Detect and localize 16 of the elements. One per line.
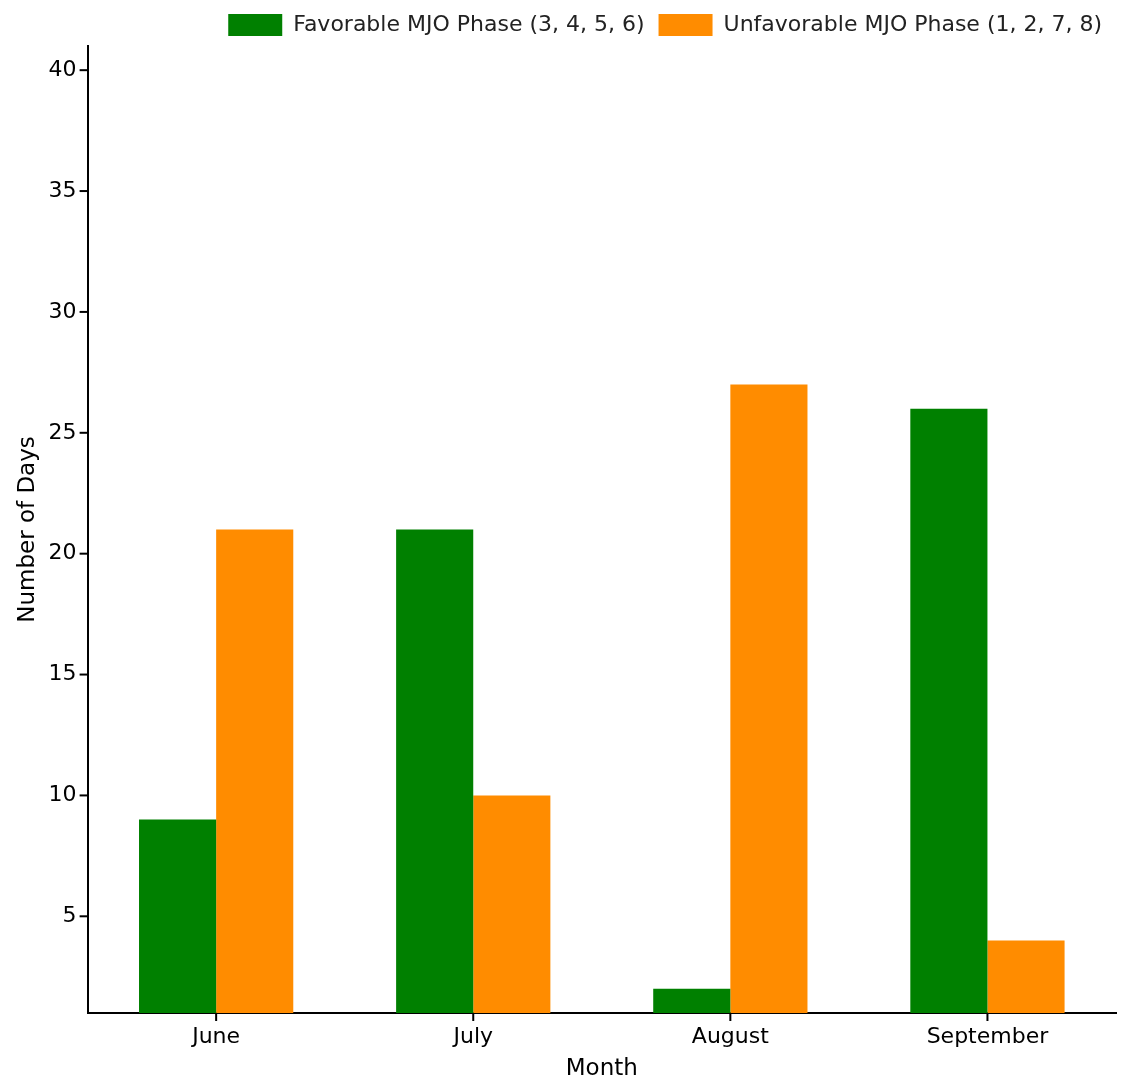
x-tick-label: June: [190, 1022, 241, 1048]
x-axis-title: Month: [565, 1054, 638, 1081]
x-tick-label: September: [926, 1022, 1050, 1048]
legend-label: Favorable MJO Phase (3, 4, 5, 6): [293, 10, 645, 36]
y-tick-label: 30: [48, 297, 77, 323]
y-tick-label: 5: [62, 902, 77, 928]
y-tick-label: 40: [48, 55, 77, 81]
legend-label: Unfavorable MJO Phase (1, 2, 7, 8): [723, 10, 1103, 36]
x-tick-label: August: [691, 1022, 770, 1048]
x-tick-label: July: [451, 1022, 494, 1048]
y-tick-label: 10: [48, 781, 77, 807]
y-tick-label: 20: [48, 539, 77, 565]
y-tick-label: 35: [48, 176, 77, 202]
y-axis-title: Number of Days: [12, 436, 39, 623]
y-tick-label: 25: [48, 418, 77, 444]
y-tick-label: 15: [48, 660, 77, 686]
